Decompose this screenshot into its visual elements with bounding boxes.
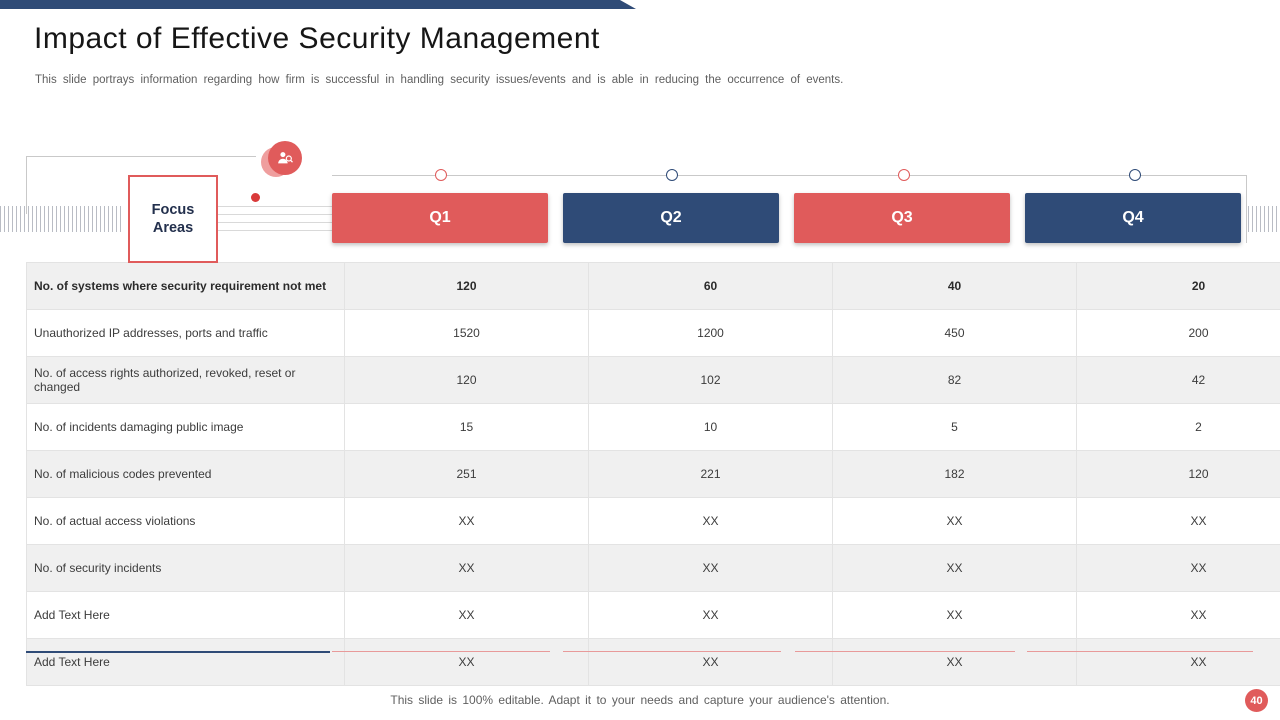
node-circle-q1 (435, 169, 447, 181)
quarter-header-q2: Q2 (563, 193, 779, 243)
node-circle-q3 (898, 169, 910, 181)
decor-horizontal-lines (218, 206, 332, 233)
red-dot-marker (251, 193, 260, 202)
page-subtitle: This slide portrays information regardin… (35, 74, 844, 86)
cell-q3: XX (832, 591, 1077, 639)
table-row: No. of incidents damaging public image 1… (26, 403, 1280, 451)
cell-q4: XX (1076, 591, 1280, 639)
cell-q4: 42 (1076, 356, 1280, 404)
person-search-icon (268, 141, 302, 175)
cell-q1: 1520 (344, 309, 589, 357)
table-base-red-line-q3 (795, 651, 1015, 652)
cell-q2: XX (588, 544, 833, 592)
table-base-navy-line (26, 651, 330, 653)
quarter-header-q3: Q3 (794, 193, 1010, 243)
row-label: No. of malicious codes prevented (26, 450, 345, 498)
table-base-red-line-q1 (332, 651, 550, 652)
row-label-placeholder[interactable]: Add Text Here (26, 591, 345, 639)
cell-q3: XX (832, 497, 1077, 545)
cell-q3: XX (832, 544, 1077, 592)
metrics-table: No. of systems where security requiremen… (26, 262, 1280, 686)
quarter-header-q4: Q4 (1025, 193, 1241, 243)
cell-q1: XX (344, 497, 589, 545)
cell-q3: XX (832, 638, 1077, 686)
cell-q2: XX (588, 638, 833, 686)
table-row: Unauthorized IP addresses, ports and tra… (26, 309, 1280, 357)
cell-q3: 5 (832, 403, 1077, 451)
cell-q2: 221 (588, 450, 833, 498)
cell-q2: 60 (588, 262, 833, 310)
row-label: No. of incidents damaging public image (26, 403, 345, 451)
cell-q2: 1200 (588, 309, 833, 357)
page-title: Impact of Effective Security Management (34, 22, 600, 55)
row-label-placeholder[interactable]: Add Text Here (26, 638, 345, 686)
timeline-connector-right (1246, 175, 1247, 243)
top-accent-bar (0, 0, 636, 9)
cell-q2: 10 (588, 403, 833, 451)
table-row: No. of malicious codes prevented 251 221… (26, 450, 1280, 498)
cell-q3: 82 (832, 356, 1077, 404)
table-row: No. of access rights authorized, revoked… (26, 356, 1280, 404)
cell-q4: 20 (1076, 262, 1280, 310)
row-label: No. of actual access violations (26, 497, 345, 545)
cell-q2: XX (588, 591, 833, 639)
cell-q3: 182 (832, 450, 1077, 498)
cell-q1: XX (344, 544, 589, 592)
cell-q4: XX (1076, 544, 1280, 592)
quarter-header-q1: Q1 (332, 193, 548, 243)
decor-comb-left (0, 206, 124, 232)
row-label: No. of security incidents (26, 544, 345, 592)
cell-q1: 15 (344, 403, 589, 451)
cell-q4: 120 (1076, 450, 1280, 498)
decor-comb-right (1248, 206, 1280, 232)
person-search-icon-glyph (278, 152, 293, 164)
table-row: Add Text Here XX XX XX XX (26, 591, 1280, 639)
row-label: No. of access rights authorized, revoked… (26, 356, 345, 404)
node-circle-q4 (1129, 169, 1141, 181)
cell-q2: 102 (588, 356, 833, 404)
cell-q1: 251 (344, 450, 589, 498)
table-base-red-line-q2 (563, 651, 781, 652)
cell-q1: XX (344, 638, 589, 686)
cell-q1: XX (344, 591, 589, 639)
footer-note: This slide is 100% editable. Adapt it to… (390, 693, 890, 707)
row-label: No. of systems where security requiremen… (26, 262, 345, 310)
focus-areas-label: Focus Areas (151, 201, 195, 236)
cell-q1: 120 (344, 356, 589, 404)
decor-frame-line (26, 156, 256, 214)
table-row: No. of security incidents XX XX XX XX (26, 544, 1280, 592)
focus-areas-box: Focus Areas (128, 175, 218, 263)
cell-q4: XX (1076, 638, 1280, 686)
cell-q4: XX (1076, 497, 1280, 545)
cell-q4: 2 (1076, 403, 1280, 451)
node-circle-q2 (666, 169, 678, 181)
cell-q2: XX (588, 497, 833, 545)
row-label: Unauthorized IP addresses, ports and tra… (26, 309, 345, 357)
table-base-red-line-q4 (1027, 651, 1253, 652)
page-number-badge: 40 (1245, 689, 1268, 712)
cell-q4: 200 (1076, 309, 1280, 357)
table-row: No. of actual access violations XX XX XX… (26, 497, 1280, 545)
timeline-connector-line (332, 175, 1246, 176)
cell-q1: 120 (344, 262, 589, 310)
table-row: Add Text Here XX XX XX XX (26, 638, 1280, 686)
table-row: No. of systems where security requiremen… (26, 262, 1280, 310)
cell-q3: 40 (832, 262, 1077, 310)
cell-q3: 450 (832, 309, 1077, 357)
